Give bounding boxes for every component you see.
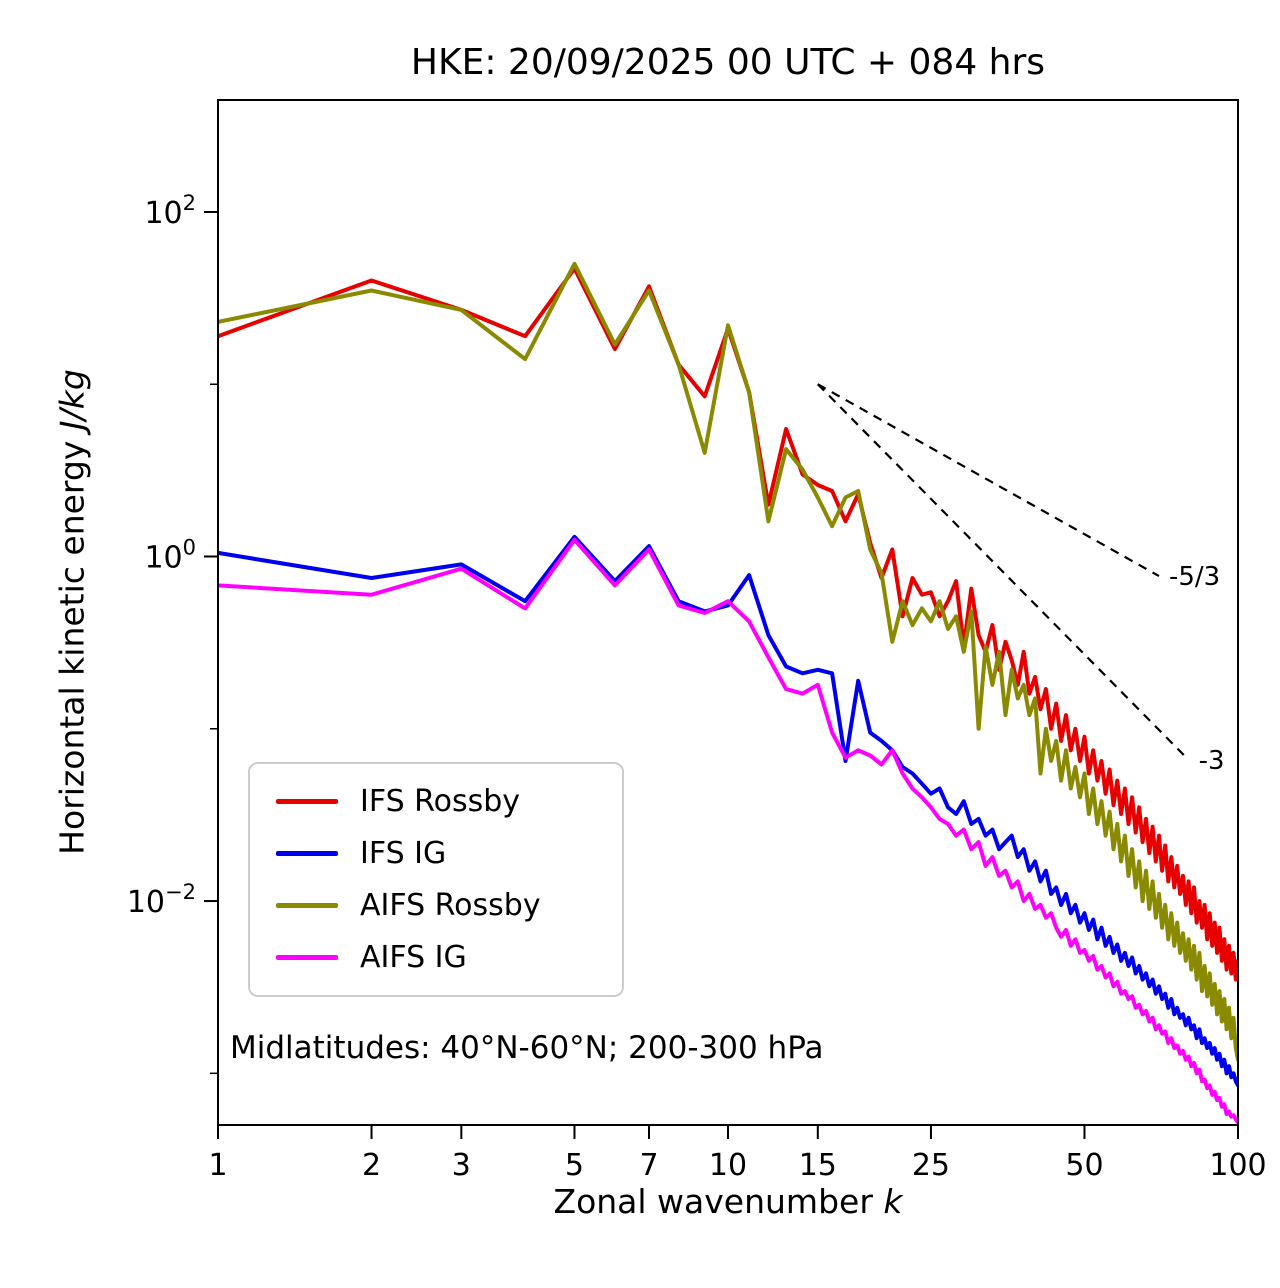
x-tick-label: 25 — [912, 1148, 950, 1183]
chart-title: HKE: 20/09/2025 00 UTC + 084 hrs — [410, 42, 1046, 83]
legend-item-ifs-rossby: IFS Rossby — [276, 784, 596, 819]
y-axis-label-units: J/kg — [52, 369, 92, 431]
x-axis-ticks: 1 2 3 5 7 10 15 25 50 100 — [208, 1125, 1267, 1183]
y-axis-label: Horizontal kinetic energy J/kg — [53, 369, 92, 855]
y-tick-label: 100 — [144, 536, 196, 576]
slope-label--5/3: -5/3 — [1169, 562, 1220, 592]
legend-swatch-ifs-rossby — [276, 799, 338, 804]
series-line-ifs-ig — [218, 534, 1238, 1088]
x-tick-label: 2 — [362, 1148, 381, 1183]
series-line-aifs-rossby — [218, 261, 1238, 1062]
y-tick-label: 10−2 — [127, 880, 196, 920]
x-axis-label-symbol: k — [883, 1182, 903, 1221]
midlatitudes-annotation: Midlatitudes: 40°N-60°N; 200-300 hPa — [230, 1030, 824, 1066]
x-axis-label-text: Zonal wavenumber — [553, 1182, 884, 1221]
legend-item-aifs-rossby: AIFS Rossby — [276, 888, 596, 923]
reference-lines: -5/3 -3 — [817, 383, 1225, 776]
legend-item-ifs-ig: IFS IG — [276, 836, 596, 871]
legend-swatch-aifs-rossby — [276, 903, 338, 908]
x-tick-label: 100 — [1209, 1148, 1266, 1183]
legend-label-ifs-rossby: IFS Rossby — [360, 784, 521, 819]
legend-label-aifs-rossby: AIFS Rossby — [360, 888, 541, 923]
x-tick-label: 15 — [799, 1148, 837, 1183]
legend-swatch-aifs-ig — [276, 955, 338, 960]
slope-line--3 — [817, 383, 1190, 761]
legend: IFS Rossby IFS IG AIFS Rossby AIFS IG — [248, 762, 624, 997]
legend-swatch-ifs-ig — [276, 851, 338, 856]
x-tick-label: 1 — [208, 1148, 227, 1183]
y-axis-ticks: 102 100 10−2 — [127, 191, 218, 1075]
x-tick-label: 50 — [1065, 1148, 1103, 1183]
x-axis-label: Zonal wavenumber k — [218, 1182, 1238, 1221]
slope-label--3: -3 — [1199, 746, 1225, 776]
x-tick-label: 10 — [709, 1148, 747, 1183]
series-line-aifs-ig — [218, 537, 1238, 1125]
y-tick-label: 102 — [144, 191, 196, 231]
y-axis-label-text: Horizontal kinetic energy — [52, 430, 92, 855]
legend-label-ifs-ig: IFS IG — [360, 836, 447, 871]
series-lines — [218, 261, 1238, 1125]
x-tick-label: 5 — [565, 1148, 584, 1183]
legend-label-aifs-ig: AIFS IG — [360, 940, 467, 975]
series-line-ifs-rossby — [218, 266, 1238, 982]
slope-line--5/3 — [817, 383, 1160, 578]
x-tick-label: 3 — [452, 1148, 471, 1183]
plot-border — [217, 99, 1239, 1126]
legend-item-aifs-ig: AIFS IG — [276, 940, 596, 975]
x-tick-label: 7 — [639, 1148, 658, 1183]
